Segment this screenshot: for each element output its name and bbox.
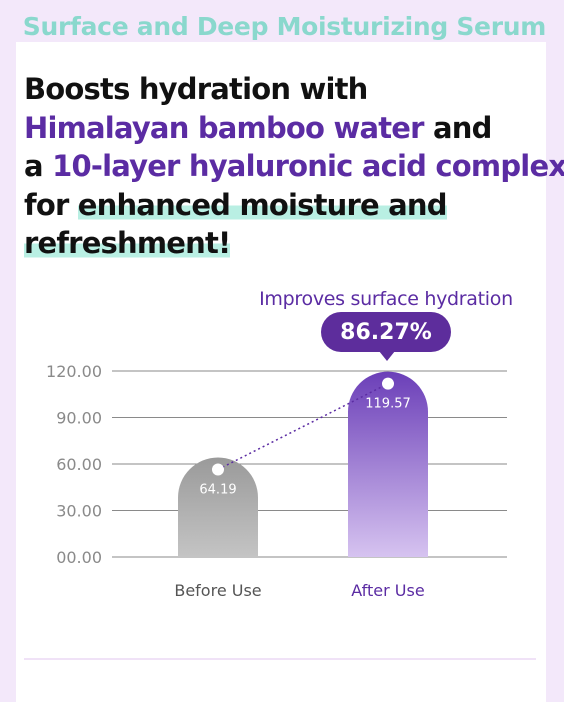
bar-after-use (348, 371, 428, 557)
callout-label: Improves surface hydration (259, 288, 513, 310)
headline-text: a (24, 149, 53, 183)
headline-line-5: refreshment! (24, 224, 544, 263)
content-card (16, 42, 546, 702)
headline-line-4: for enhanced moisture and (24, 186, 544, 225)
bar-before-use (178, 457, 258, 557)
x-tick-label: Before Use (174, 581, 261, 600)
headline-text: Boosts hydration with (24, 72, 368, 106)
callout-value-badge: 86.27% (321, 312, 451, 361)
headline: Boosts hydration with Himalayan bamboo w… (24, 70, 564, 263)
section-divider (24, 658, 536, 660)
y-tick-label: 90.00 (56, 409, 102, 428)
data-label: 119.57 (365, 397, 411, 412)
y-tick-label: 30.00 (56, 502, 102, 521)
data-point (212, 463, 224, 476)
y-tick-label: 60.00 (56, 455, 102, 474)
trend-line (217, 382, 389, 471)
headline-ingredient-1: Himalayan bamboo water (24, 110, 424, 145)
headline-highlight: refreshment! (24, 226, 231, 260)
data-label: 64.19 (199, 483, 236, 498)
headline-text: for (24, 187, 78, 222)
y-tick-label: 00.00 (56, 548, 102, 567)
headline-highlight: enhanced moisture and (77, 187, 448, 222)
headline-ingredient-2: 10-layer hyaluronic acid complex (52, 149, 564, 183)
x-tick-label: After Use (351, 581, 424, 600)
data-point (382, 377, 394, 390)
headline-line-2: Himalayan bamboo water and (24, 109, 544, 148)
headline-text: and (423, 110, 492, 145)
headline-line-3: a 10-layer hyaluronic acid complex (24, 147, 564, 186)
headline-line-1: Boosts hydration with (24, 70, 544, 109)
product-title: Surface and Deep Moisturizing Serum (22, 12, 547, 41)
y-tick-label: 120.00 (46, 362, 102, 381)
